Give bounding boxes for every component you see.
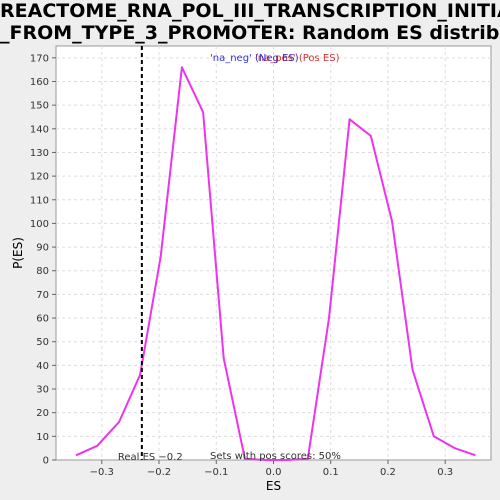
chart-title: REACTOME_RNA_POL_III_TRANSCRIPTION_INITI… bbox=[0, 0, 500, 44]
axes: 0 10 20 30 40 50 60 70 80 90 100 110 120 130 140 150 160… bbox=[30, 53, 453, 478]
y-axis-label: P(ES) bbox=[11, 237, 25, 269]
y-tick-label: 60 bbox=[36, 314, 49, 325]
y-tick-label: 170 bbox=[30, 53, 49, 64]
y-tick-label: 80 bbox=[36, 266, 49, 277]
legend: 'na_pos' (Pos ES) 'na_neg' (Neg ES) bbox=[210, 53, 340, 64]
y-tick-label: 50 bbox=[36, 337, 49, 348]
annotation-pos-scores: Sets with pos scores: 50% bbox=[210, 451, 341, 462]
x-tick-label: −0.1 bbox=[204, 467, 228, 478]
x-tick-label: 0.3 bbox=[437, 467, 453, 478]
real-es-layer: Real ES −0.2 bbox=[118, 46, 183, 463]
y-tick-label: 0 bbox=[43, 456, 49, 467]
chart-title-line-2: _FROM_TYPE_3_PROMOTER: Random ES distrib… bbox=[0, 22, 500, 44]
y-tick-label: 70 bbox=[36, 290, 49, 301]
x-axis-label: ES bbox=[266, 479, 281, 493]
y-tick-label: 140 bbox=[30, 124, 49, 135]
y-tick-label: 30 bbox=[36, 385, 49, 396]
x-tick-label: −0.3 bbox=[90, 467, 114, 478]
y-tick-label: 100 bbox=[30, 219, 49, 230]
series-line bbox=[75, 66, 476, 461]
y-tick-label: 160 bbox=[30, 77, 49, 88]
real-es-label: Real ES −0.2 bbox=[118, 452, 183, 463]
grid bbox=[56, 46, 491, 460]
y-tick-label: 10 bbox=[36, 432, 49, 443]
y-tick-label: 90 bbox=[36, 243, 49, 254]
series-layer bbox=[75, 66, 476, 461]
legend-pos-label: 'na_pos' (Pos ES) bbox=[255, 53, 340, 64]
y-tick-label: 150 bbox=[30, 101, 49, 112]
x-tick-label: 0.1 bbox=[323, 467, 339, 478]
y-tick-label: 130 bbox=[30, 148, 49, 159]
x-tick-label: −0.2 bbox=[147, 467, 171, 478]
y-tick-label: 110 bbox=[30, 195, 49, 206]
y-tick-label: 20 bbox=[36, 408, 49, 419]
chart-title-line-1: REACTOME_RNA_POL_III_TRANSCRIPTION_INITI… bbox=[0, 0, 500, 22]
y-tick-label: 120 bbox=[30, 172, 49, 183]
x-tick-label: 0.2 bbox=[380, 467, 396, 478]
legend-neg-label: 'na_neg' (Neg ES) bbox=[210, 53, 299, 64]
x-tick-label: 0.0 bbox=[266, 467, 282, 478]
y-tick-label: 40 bbox=[36, 361, 49, 372]
